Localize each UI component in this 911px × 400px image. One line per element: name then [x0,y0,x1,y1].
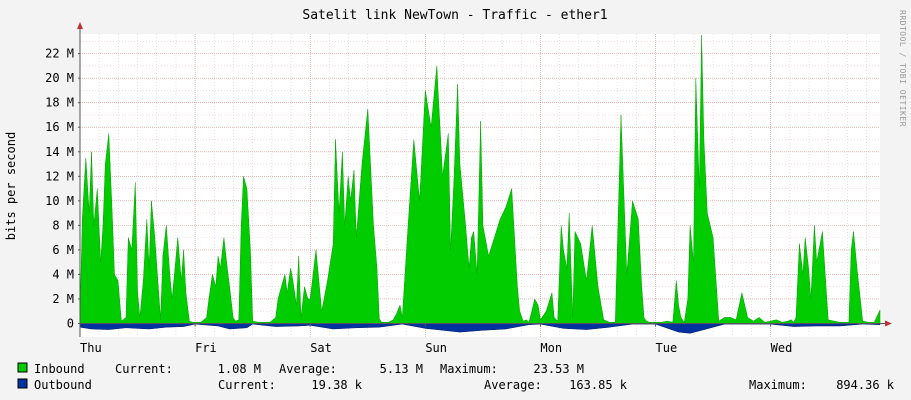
legend-name-outbound: Outbound [34,378,92,392]
legend-average-label-inbound: Average: [279,362,337,376]
x-tick-label: Mon [540,341,562,355]
chart-title: Satelit link NewTown - Traffic - ether1 [302,8,607,23]
y-axis-arrow [77,22,83,29]
legend-swatch-inbound [17,362,28,373]
y-tick-label: 22 M [45,47,74,61]
y-tick-label: 20 M [45,71,74,85]
legend-average-inbound: 5.13 M [380,362,423,376]
legend-name-inbound: Inbound [34,362,85,376]
y-axis-label: bits per second [4,132,18,240]
y-tick-label: 2 M [52,292,74,306]
legend-maximum-inbound: 23.53 M [533,362,584,376]
legend: Inbound Current: 1.08 M Average: 5.13 M … [17,362,895,392]
legend-inbound: Inbound Current: 1.08 M Average: 5.13 M … [17,362,584,376]
y-tick-label: 8 M [52,218,74,232]
y-tick-label: 16 M [45,120,74,134]
legend-maximum-label-outbound: Maximum: [749,378,807,392]
legend-maximum-outbound: 894.36 k [836,378,895,392]
x-tick-labels: Thu Fri Sat Sun Mon Tue Wed [79,323,793,355]
y-tick-label: 12 M [45,169,74,183]
y-tick-label: 4 M [52,267,74,281]
legend-maximum-label-inbound: Maximum: [440,362,498,376]
legend-current-label-outbound: Current: [218,378,276,392]
series-area-outbound [79,323,881,334]
x-tick-label: Fri [195,341,217,355]
legend-average-outbound: 163.85 k [569,378,628,392]
y-tick-label: 6 M [52,243,74,257]
y-tick-label: 18 M [45,96,74,110]
legend-current-label-inbound: Current: [115,362,173,376]
series-area-inbound [79,35,881,324]
y-tick-label: 10 M [45,194,74,208]
series-areas [79,35,881,334]
legend-average-label-outbound: Average: [484,378,542,392]
x-axis-arrow [885,320,892,327]
y-tick-label: 0 [67,317,74,331]
legend-current-outbound: 19.38 k [311,378,362,392]
x-tick-label: Tue [656,341,678,355]
legend-swatch-outbound [17,378,28,389]
x-tick-label: Wed [771,341,793,355]
x-tick-label: Thu [80,341,102,355]
y-tick-labels: 0 2 M 4 M 6 M 8 M 10 M 12 M 14 M 16 M 18 M 20 M 22 … [45,47,80,331]
legend-current-inbound: 1.08 M [218,362,261,376]
rrdtool-watermark: RRDTOOL / TOBI OETIKER [898,10,907,127]
legend-outbound: Outbound Current: 19.38 k Average: 163.8… [17,378,895,392]
x-tick-label: Sun [425,341,447,355]
x-tick-label: Sat [310,341,332,355]
y-tick-label: 14 M [45,145,74,159]
